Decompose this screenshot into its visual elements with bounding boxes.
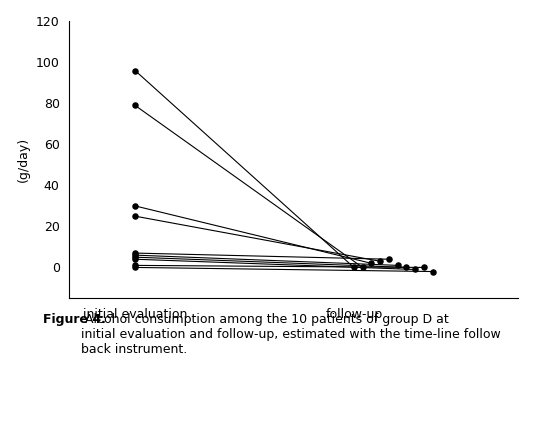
Point <box>131 256 139 263</box>
Point <box>411 266 419 273</box>
Point <box>350 264 358 271</box>
Point <box>131 264 139 271</box>
Point <box>394 262 402 269</box>
Point <box>131 262 139 269</box>
Point <box>384 256 393 263</box>
Point <box>428 268 437 275</box>
Point <box>367 260 375 267</box>
Point <box>131 102 139 109</box>
Point <box>131 202 139 209</box>
Point <box>420 264 428 271</box>
Point <box>402 264 411 271</box>
Point <box>358 264 367 271</box>
Point <box>131 250 139 256</box>
Point <box>131 213 139 219</box>
Text: Alcohol consumption among the 10 patients of group D at
initial evaluation and f: Alcohol consumption among the 10 patient… <box>81 313 501 356</box>
Text: Figure 4.: Figure 4. <box>43 313 106 326</box>
Point <box>131 67 139 74</box>
Point <box>131 252 139 259</box>
Y-axis label: (g/day): (g/day) <box>17 137 30 182</box>
Point <box>376 258 384 265</box>
Point <box>131 254 139 261</box>
